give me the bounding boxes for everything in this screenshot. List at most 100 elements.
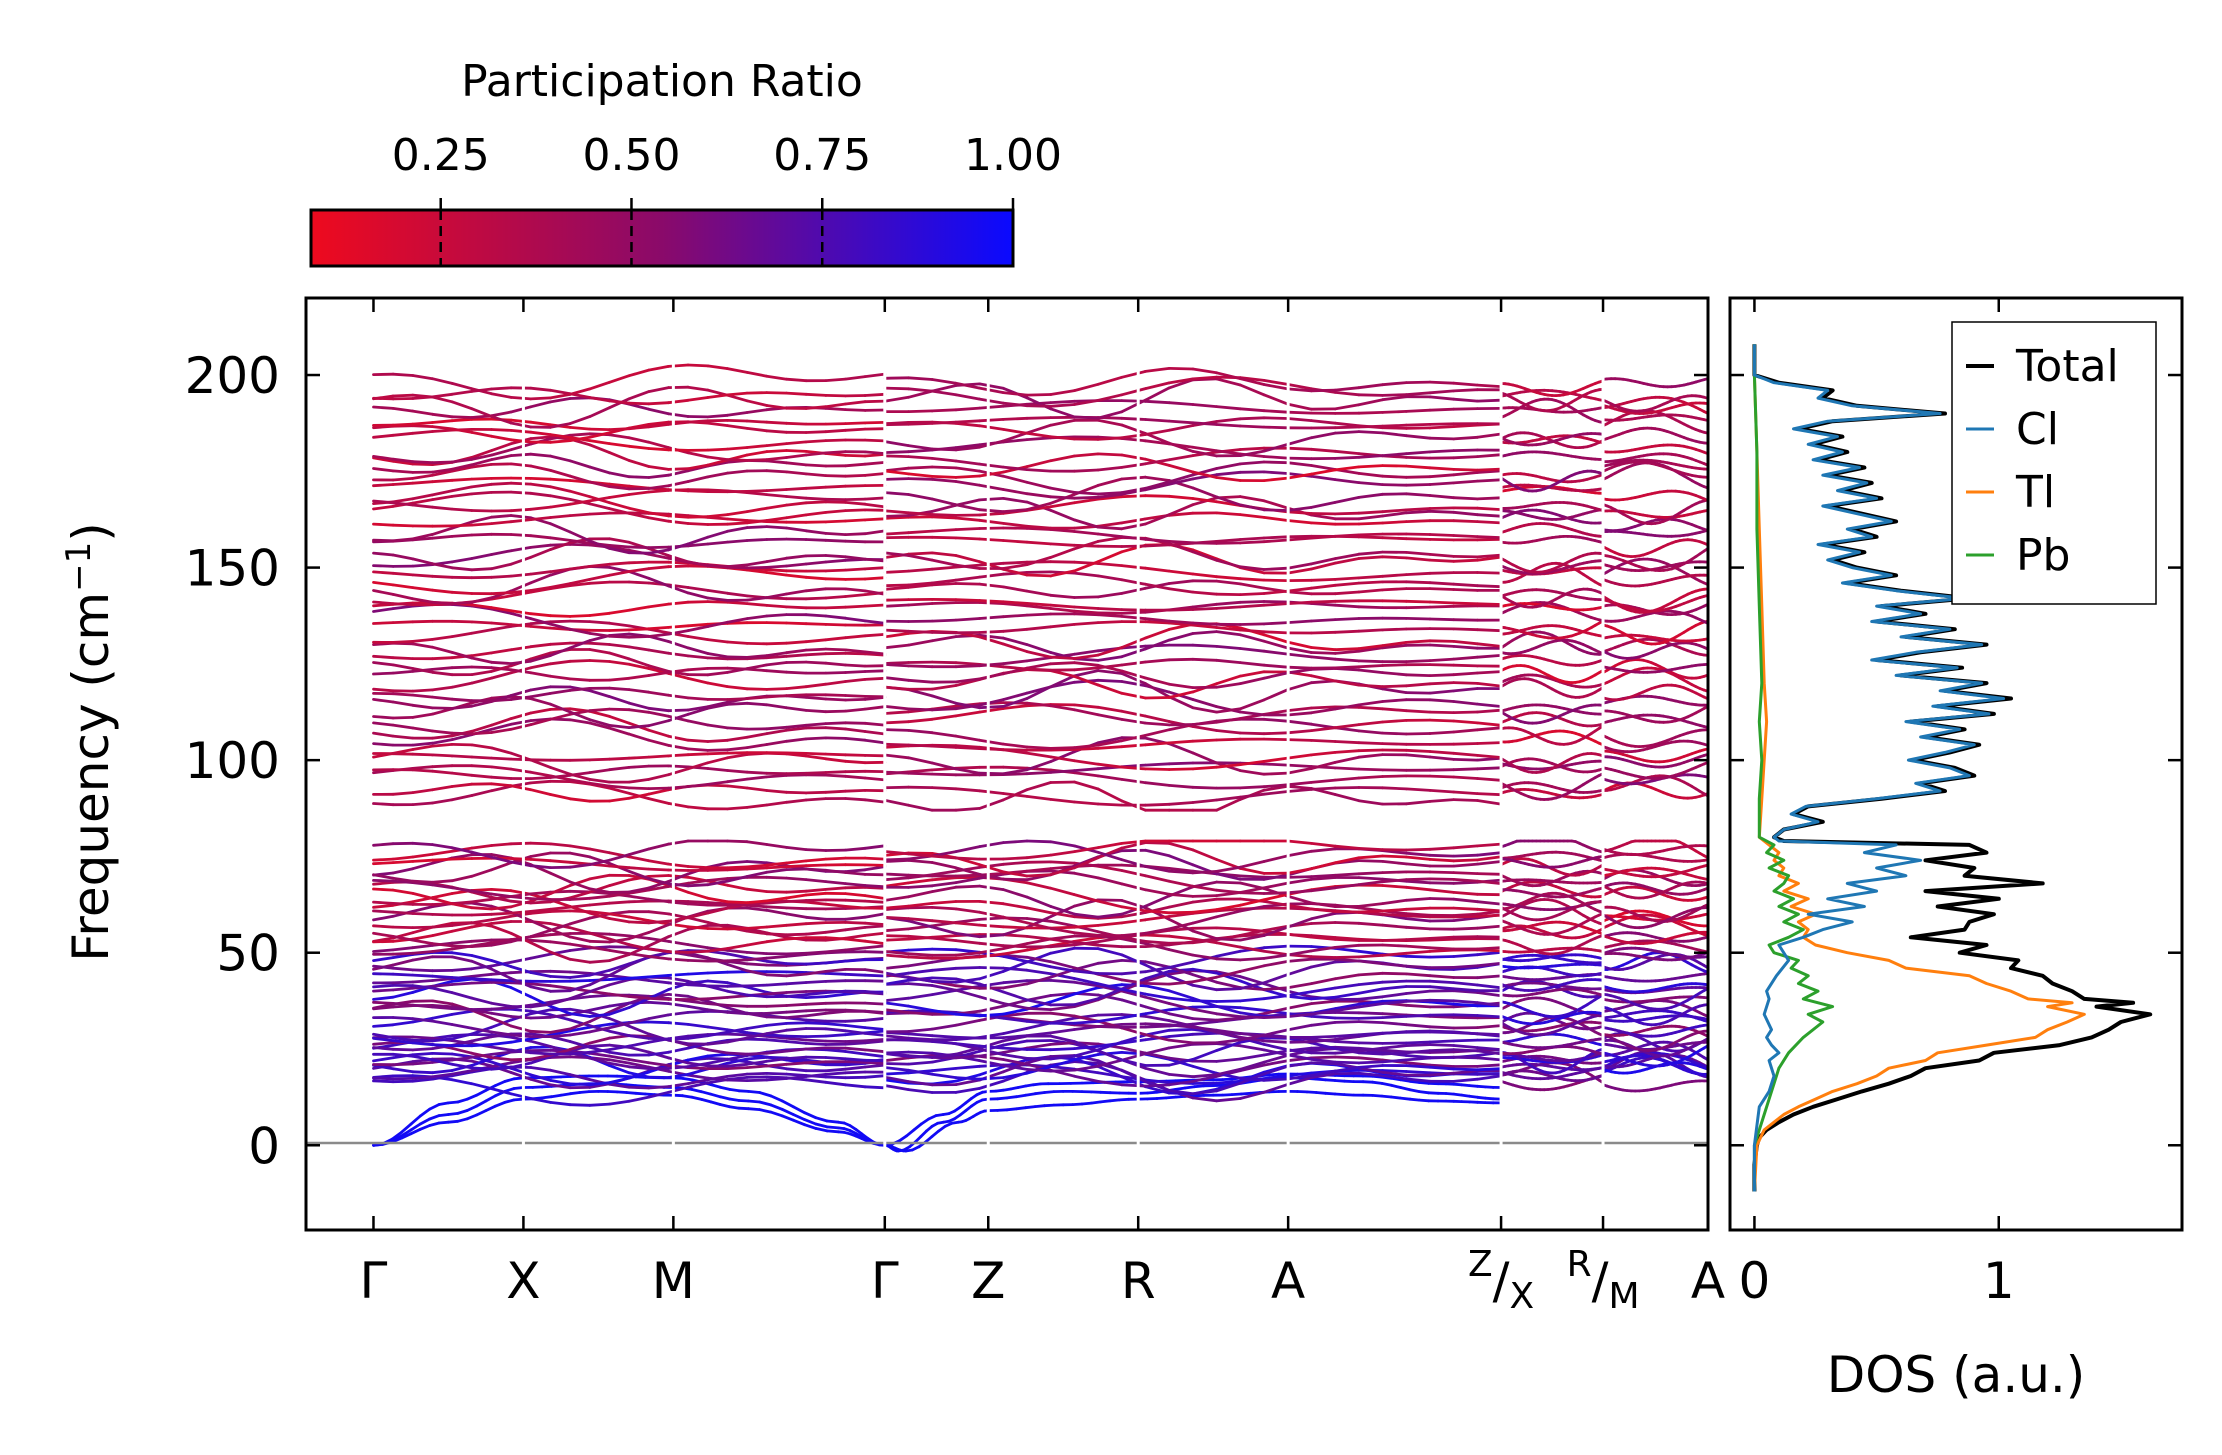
optical-band xyxy=(883,841,1503,878)
optical-band xyxy=(1499,934,1605,956)
optical-band xyxy=(883,470,1503,500)
optical-band xyxy=(883,366,1503,397)
optical-band xyxy=(883,620,1503,635)
optical-band xyxy=(883,570,1503,596)
optical-band xyxy=(372,717,887,752)
y-tick-label: 100 xyxy=(185,732,280,790)
optical-band xyxy=(883,446,1503,473)
optical-band xyxy=(1499,654,1605,667)
band-axes-frame xyxy=(304,296,1710,1232)
optical-band xyxy=(372,537,887,572)
optical-band xyxy=(1499,501,1605,513)
optical-band xyxy=(883,511,1503,530)
k-label: A xyxy=(1691,1252,1725,1310)
optical-band xyxy=(1601,413,1708,422)
optical-band xyxy=(883,418,1503,458)
legend-label-pb: Pb xyxy=(2016,530,2070,581)
optical-band xyxy=(1499,387,1605,413)
optical-band xyxy=(1499,900,1605,922)
optical-band xyxy=(1499,703,1605,716)
optical-band xyxy=(1601,633,1708,643)
optical-band xyxy=(883,377,1503,420)
optical-band xyxy=(1601,517,1708,533)
optical-band xyxy=(1499,1062,1605,1072)
optical-band xyxy=(372,743,887,784)
high-symmetry-lines xyxy=(521,298,1605,1230)
optical-band xyxy=(1601,739,1708,754)
optical-band xyxy=(372,386,887,406)
optical-band xyxy=(883,839,1503,861)
optical-band xyxy=(883,897,1503,920)
optical-band xyxy=(883,743,1503,771)
optical-band xyxy=(1499,1010,1605,1026)
optical-band xyxy=(372,532,887,549)
k-label: Z/X xyxy=(1468,1244,1534,1317)
optical-band xyxy=(372,564,887,596)
optical-band xyxy=(1601,641,1708,660)
optical-band xyxy=(1499,664,1605,684)
optical-band xyxy=(883,737,1503,752)
optical-band xyxy=(1601,452,1708,467)
optical-band xyxy=(883,839,1503,875)
optical-band xyxy=(1499,912,1605,936)
optical-band xyxy=(1601,443,1708,456)
optical-band xyxy=(883,612,1503,626)
optical-band xyxy=(1601,1003,1708,1027)
k-label: Z xyxy=(971,1252,1005,1310)
optical-band xyxy=(1601,1023,1708,1038)
optical-band xyxy=(372,1020,887,1048)
dos-axis-label: DOS (a.u.) xyxy=(1827,1346,2086,1404)
optical-band xyxy=(883,579,1503,599)
optical-band xyxy=(883,926,1503,949)
optical-band xyxy=(372,707,887,736)
optical-band xyxy=(1601,946,1708,959)
y-tick-label: 200 xyxy=(185,347,280,405)
kpoint-ticks: Γ X M Γ Z R A Z/X R/M A xyxy=(360,298,1725,1317)
optical-band xyxy=(883,452,1503,483)
optical-band xyxy=(883,526,1503,545)
colorbar-tick-label: 0.25 xyxy=(392,130,490,181)
dos-x-tick-label: 0 xyxy=(1739,1252,1771,1310)
optical-band xyxy=(372,619,887,632)
optical-band xyxy=(883,399,1503,415)
dos-axes-frame xyxy=(1728,296,2184,1232)
dos-series-pb xyxy=(1752,344,1835,1192)
y-tick-label: 0 xyxy=(248,1117,280,1175)
optical-band xyxy=(372,632,887,665)
optical-band xyxy=(883,643,1503,669)
frequency-ticks: 0 50 100 150 200 xyxy=(185,347,1708,1175)
band-lines xyxy=(372,363,1708,1153)
optical-band xyxy=(1601,986,1708,1011)
optical-band xyxy=(1601,704,1708,724)
optical-band xyxy=(372,452,887,479)
optical-band xyxy=(1601,760,1708,780)
optical-band xyxy=(372,707,887,743)
optical-band xyxy=(883,375,1503,408)
optical-band xyxy=(1601,498,1708,526)
optical-band xyxy=(372,686,887,703)
dos-frequency-ticks xyxy=(1730,373,2182,1147)
optical-band xyxy=(883,630,1503,662)
colorbar-ticks: 0.25 0.50 0.75 1.00 xyxy=(392,130,1062,266)
optical-band xyxy=(1499,432,1605,447)
optical-band xyxy=(1499,855,1605,869)
optical-band xyxy=(1601,489,1708,503)
optical-band xyxy=(372,839,887,869)
frequency-axis-label: Frequency (cm−1) xyxy=(59,522,120,962)
optical-band xyxy=(1499,987,1605,998)
colorbar-tick-label: 0.50 xyxy=(582,130,680,181)
k-label: A xyxy=(1271,1252,1305,1310)
dos-x-tick-label: 1 xyxy=(1983,1252,2015,1310)
optical-band xyxy=(372,363,887,401)
colorbar-tick-label: 1.00 xyxy=(964,130,1062,181)
colorbar-title: Participation Ratio xyxy=(461,56,863,107)
k-label: Γ xyxy=(360,1252,388,1310)
optical-band xyxy=(1601,1079,1708,1093)
optical-band xyxy=(372,909,887,931)
optical-band xyxy=(1601,906,1708,930)
optical-band xyxy=(1499,886,1605,899)
optical-band xyxy=(372,764,887,780)
optical-band xyxy=(1499,869,1605,888)
optical-band xyxy=(1601,728,1708,748)
